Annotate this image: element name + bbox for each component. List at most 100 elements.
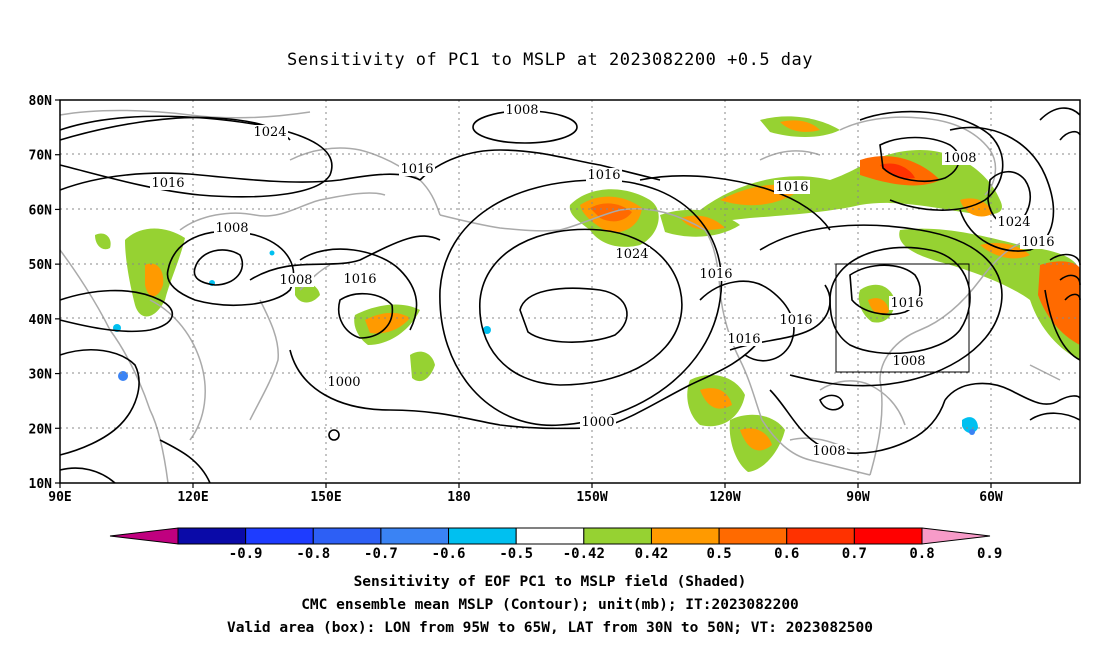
lon-tick-label: 150W bbox=[576, 490, 607, 505]
contour-label: 1016 bbox=[779, 313, 812, 328]
footer-line-2: CMC ensemble mean MSLP (Contour); unit(m… bbox=[301, 597, 799, 613]
contour-line bbox=[987, 170, 1031, 227]
contour-line bbox=[249, 235, 441, 281]
contour-label-bg bbox=[326, 375, 362, 389]
contour-line bbox=[859, 110, 1004, 211]
axis-ticks bbox=[55, 99, 992, 488]
contour-label: 1016 bbox=[699, 267, 732, 282]
contour-label: 1024 bbox=[615, 247, 648, 262]
contour-line bbox=[59, 467, 116, 484]
contour-line bbox=[819, 394, 844, 411]
contour-label-bg bbox=[278, 273, 314, 287]
contour-line bbox=[419, 149, 661, 181]
colorbar-swatch bbox=[380, 527, 450, 545]
colorbar-label: 0.42 bbox=[635, 546, 669, 562]
lon-tick-label: 60W bbox=[979, 490, 1003, 505]
contour-line bbox=[159, 439, 211, 484]
colorbar-label: 0.7 bbox=[842, 546, 867, 562]
contour-label-bg bbox=[150, 176, 186, 190]
contour-label-bg bbox=[891, 354, 927, 368]
contour-label-bg bbox=[942, 151, 978, 165]
contour-label-bg bbox=[1020, 235, 1056, 249]
colorbar-label: -0.8 bbox=[296, 546, 330, 562]
contour-line bbox=[949, 126, 1055, 252]
colorbar-label: -0.6 bbox=[432, 546, 466, 562]
coastlines bbox=[59, 109, 1061, 484]
mslp-contours bbox=[59, 107, 1081, 484]
contour-label-bg bbox=[214, 221, 250, 235]
contour-line bbox=[699, 280, 795, 362]
contour-label: 1008 bbox=[812, 444, 845, 459]
contour-label-bg bbox=[586, 168, 622, 182]
contour-line bbox=[1039, 107, 1081, 121]
contour-label-bg bbox=[580, 415, 616, 429]
contour-line bbox=[1029, 412, 1081, 421]
lon-axis: 90E 120E 150E 180 150W 120W 90W 60W bbox=[48, 490, 1003, 505]
lat-tick-label: 80N bbox=[29, 94, 53, 109]
contour-line bbox=[299, 248, 418, 331]
footer-line-3: Valid area (box): LON from 95W to 65W, L… bbox=[226, 620, 873, 636]
contour-label: 1016 bbox=[1021, 235, 1054, 250]
contour-label-bg bbox=[698, 267, 734, 281]
colorbar-swatch bbox=[312, 527, 382, 545]
lon-tick-label: 90E bbox=[48, 490, 71, 505]
contour-label-bg bbox=[252, 125, 288, 139]
map-title: Sensitivity of PC1 to MSLP at 2023082200… bbox=[286, 50, 813, 70]
lat-axis: 80N 70N 60N 50N 40N 30N 20N 10N bbox=[29, 94, 53, 492]
contour-line bbox=[59, 349, 140, 456]
contour-line bbox=[639, 175, 831, 231]
contour-line bbox=[193, 249, 244, 286]
contour-line bbox=[59, 289, 174, 333]
lat-tick-label: 30N bbox=[29, 368, 53, 383]
lon-tick-label: 120W bbox=[709, 490, 740, 505]
lat-tick-label: 50N bbox=[29, 258, 53, 273]
contour-line bbox=[59, 172, 421, 191]
contour-label-bg bbox=[996, 215, 1032, 229]
contour-line bbox=[769, 389, 946, 455]
plot-frame bbox=[59, 99, 1081, 484]
contour-label: 1024 bbox=[253, 125, 286, 140]
contour-label: 1008 bbox=[505, 103, 538, 118]
contour-line bbox=[519, 287, 628, 343]
contour-label-bg bbox=[399, 162, 435, 176]
contour-label: 1008 bbox=[215, 221, 248, 236]
colorbar-swatch bbox=[650, 527, 720, 545]
lon-tick-label: 120E bbox=[177, 490, 208, 505]
contour-line bbox=[439, 179, 723, 426]
colorbar-label: -0.5 bbox=[499, 546, 533, 562]
colorbar: -0.9 -0.8 -0.7 -0.6 -0.5 -0.42 0.42 0.5 0.6 0.7 0.… bbox=[109, 527, 1002, 562]
contour-label: 1016 bbox=[775, 180, 808, 195]
colorbar-label: 0.5 bbox=[706, 546, 731, 562]
colorbar-swatch bbox=[583, 527, 652, 545]
contour-label-bg bbox=[614, 247, 650, 261]
colorbar-swatch bbox=[515, 527, 585, 545]
contour-line bbox=[479, 228, 683, 386]
colorbar-label: -0.42 bbox=[563, 546, 605, 562]
contour-label-bg bbox=[774, 180, 810, 194]
contour-line bbox=[289, 349, 601, 430]
contour-label-bg bbox=[811, 444, 847, 458]
contour-line bbox=[328, 429, 340, 441]
contour-label: 1024 bbox=[997, 215, 1030, 230]
contour-label: 1008 bbox=[943, 151, 976, 166]
contour-label: 1016 bbox=[890, 296, 923, 311]
colorbar-label: 0.6 bbox=[774, 546, 799, 562]
contour-label: 1016 bbox=[727, 332, 760, 347]
colorbar-swatch bbox=[177, 527, 247, 545]
contour-label: 1008 bbox=[892, 354, 925, 369]
colorbar-label: 0.9 bbox=[977, 546, 1002, 562]
colorbar-label: -0.9 bbox=[229, 546, 263, 562]
colorbar-swatch bbox=[718, 527, 788, 545]
grid-lines bbox=[60, 100, 1080, 483]
colorbar-swatch bbox=[448, 527, 517, 545]
colorbar-label: 0.8 bbox=[909, 546, 934, 562]
colorbar-low-arrow bbox=[109, 527, 179, 545]
contour-label-bg bbox=[726, 332, 762, 346]
contour-label: 1016 bbox=[587, 168, 620, 183]
colorbar-high-arrow bbox=[921, 527, 991, 545]
contour-label: 1008 bbox=[279, 273, 312, 288]
contour-label: 1000 bbox=[581, 415, 614, 430]
contour-label-bg bbox=[889, 296, 925, 310]
contour-label-bg bbox=[778, 313, 814, 327]
